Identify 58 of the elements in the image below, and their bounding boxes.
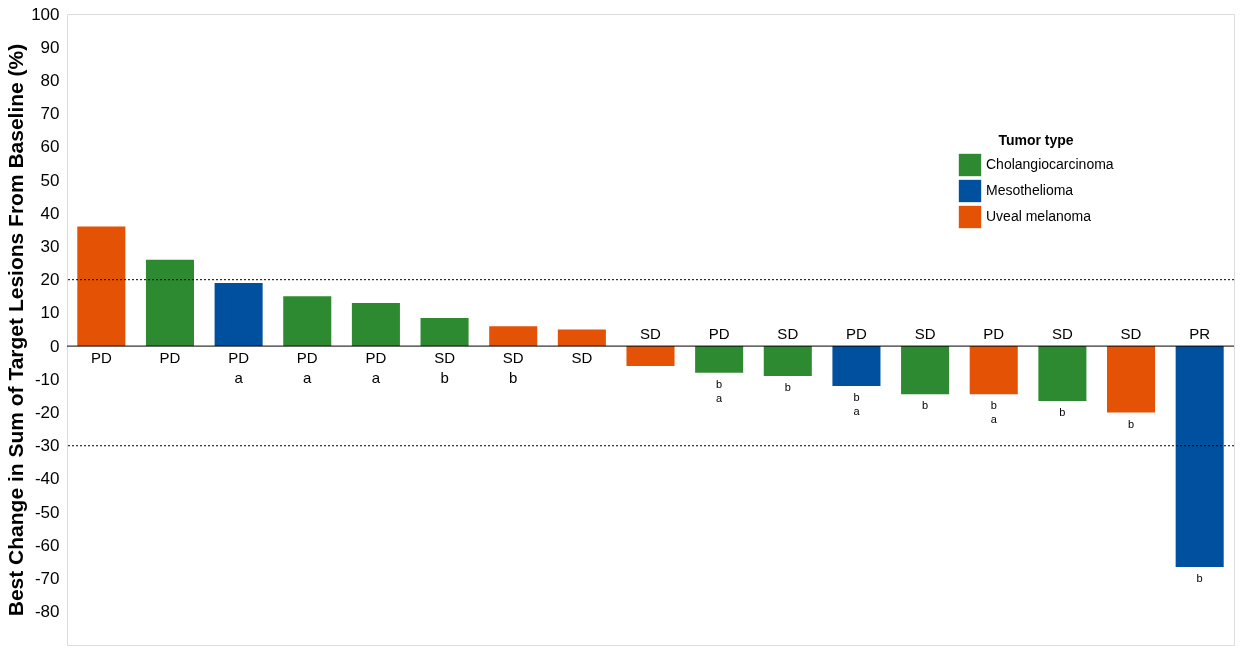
y-tick-label: -40 xyxy=(34,469,60,489)
y-tick-label: 60 xyxy=(40,137,60,157)
bar xyxy=(557,329,606,347)
bar xyxy=(695,346,744,373)
text: SD xyxy=(571,349,593,367)
y-tick-label: 0 xyxy=(50,336,60,356)
legend-label: Cholangiocarcinoma xyxy=(986,156,1114,172)
text: SD xyxy=(640,325,661,343)
text: PD b a xyxy=(846,325,867,417)
bar xyxy=(283,296,332,347)
bar xyxy=(626,346,675,367)
text: PD b a xyxy=(708,325,730,404)
y-tick-label: 40 xyxy=(40,203,60,223)
text: PD xyxy=(159,349,181,367)
y-tick-label: -50 xyxy=(34,502,60,522)
y-axis-title: Best Change in Sum of Target Lesions From Baseline (%) xyxy=(4,43,28,617)
legend-title: Tumor type xyxy=(998,132,1074,148)
bar xyxy=(763,346,812,376)
y-tick-label: -80 xyxy=(34,602,60,622)
text: PD a xyxy=(228,349,250,387)
y-tick-label: 70 xyxy=(40,104,60,124)
text: SD b xyxy=(502,349,524,387)
y-tick-label: 30 xyxy=(40,236,60,256)
bar xyxy=(832,346,881,386)
text: SD b xyxy=(777,325,799,393)
legend-label: Mesothelioma xyxy=(986,182,1074,198)
bar xyxy=(489,326,538,347)
y-tick-label: -60 xyxy=(34,535,60,555)
y-tick-label: 90 xyxy=(40,37,60,57)
text: SD b xyxy=(1051,325,1073,418)
bar xyxy=(1038,346,1087,401)
bar xyxy=(145,259,194,347)
text: PD a xyxy=(365,349,387,387)
y-tick-label: -70 xyxy=(34,569,60,589)
bar xyxy=(77,226,126,347)
text: PD xyxy=(90,349,112,367)
text: PD b a xyxy=(983,325,1005,426)
y-tick-label: -20 xyxy=(34,403,60,423)
bar xyxy=(969,346,1018,395)
bar xyxy=(1175,346,1224,567)
text: SD b xyxy=(1120,325,1142,430)
y-tick-label: -30 xyxy=(34,436,60,456)
bar xyxy=(420,317,469,347)
y-tick-label: 80 xyxy=(40,70,60,90)
text: SD b xyxy=(914,325,936,412)
bar xyxy=(1107,346,1156,413)
text: PD a xyxy=(296,349,318,387)
y-tick-label: 10 xyxy=(40,303,60,323)
y-tick-label: 20 xyxy=(40,270,60,290)
bar xyxy=(214,283,263,347)
bar xyxy=(901,346,950,395)
legend-label: Uveal melanoma xyxy=(986,208,1092,224)
bar xyxy=(351,302,400,347)
y-tick-label: 100 xyxy=(31,4,60,24)
text: PR b xyxy=(1189,325,1211,584)
y-tick-label: 50 xyxy=(40,170,60,190)
text: SD b xyxy=(434,349,455,387)
y-tick-label: -10 xyxy=(34,369,60,389)
